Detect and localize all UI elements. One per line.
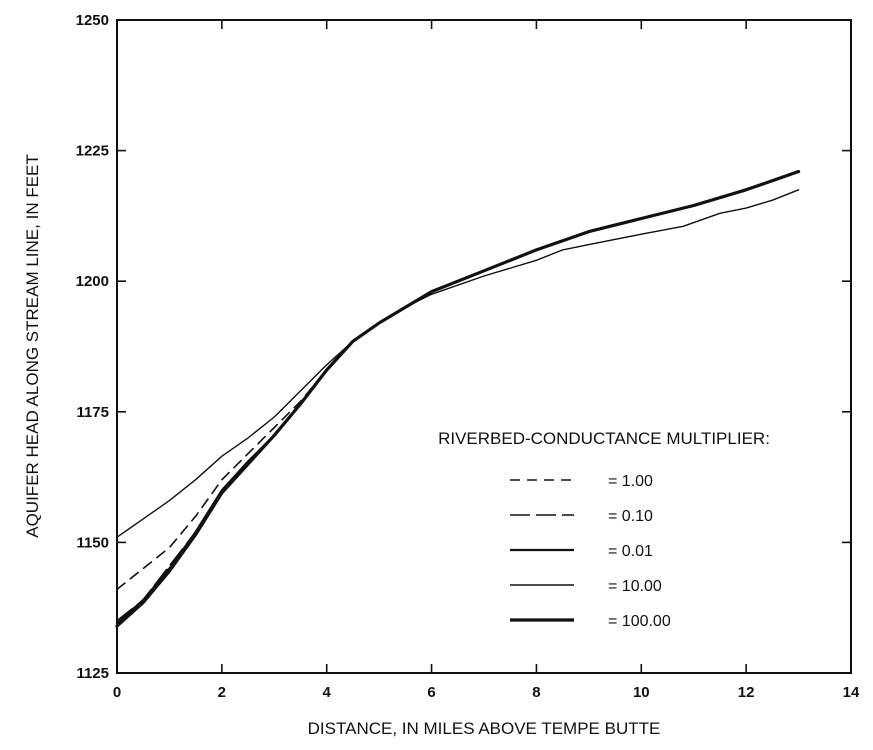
x-tick-label: 12	[738, 684, 755, 701]
y-axis-title: AQUIFER HEAD ALONG STREAM LINE, IN FEET	[23, 154, 42, 538]
x-tick-label: 6	[427, 684, 435, 701]
x-tick-label: 4	[323, 684, 332, 701]
x-tick-label: 0	[113, 684, 121, 701]
x-tick-label: 10	[633, 684, 650, 701]
series-layer	[115, 169, 801, 628]
series-line	[116, 189, 800, 538]
series-line	[116, 170, 800, 591]
series-line	[115, 170, 800, 625]
legend-entry-label: = 0.01	[608, 543, 653, 560]
y-tick-label: 1200	[76, 273, 109, 290]
ticks-layer: 0 2 4 6 8 10 12 14 1125 1150 1175 1200 1225 1250	[76, 12, 860, 701]
x-tick-label: 14	[843, 684, 860, 701]
legend-entry-label: = 10.00	[608, 578, 662, 595]
legend-entry-label: = 0.10	[608, 508, 653, 525]
plot-frame	[116, 19, 852, 674]
legend-title: RIVERBED-CONDUCTANCE MULTIPLIER:	[438, 429, 770, 448]
y-tick-label: 1250	[76, 12, 109, 29]
y-tick-label: 1150	[76, 534, 109, 551]
series-line	[115, 169, 801, 628]
y-tick-label: 1125	[76, 665, 109, 682]
series-line	[116, 170, 800, 622]
legend: RIVERBED-CONDUCTANCE MULTIPLIER: = 1.00 = …	[438, 429, 770, 630]
y-tick-label: 1225	[76, 143, 109, 160]
y-tick-label: 1175	[76, 404, 109, 421]
legend-entry-label: = 1.00	[608, 473, 653, 490]
x-axis-title: DISTANCE, IN MILES ABOVE TEMPE BUTTE	[308, 719, 661, 738]
x-tick-label: 8	[532, 684, 540, 701]
legend-entry-label: = 100.00	[608, 613, 671, 630]
x-tick-label: 2	[218, 684, 226, 701]
